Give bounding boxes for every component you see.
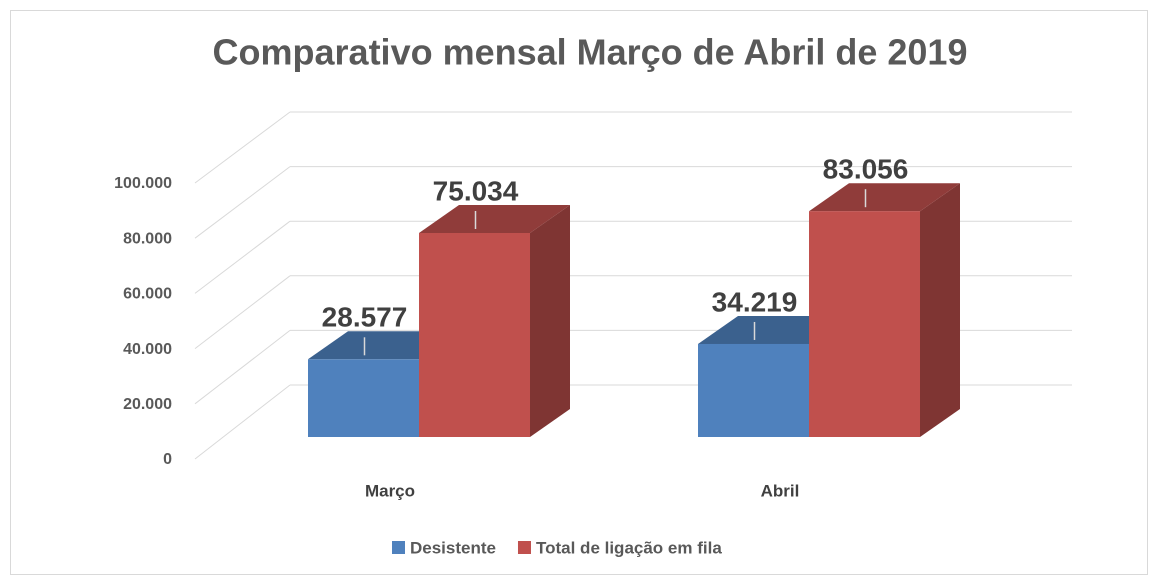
y-tick-label: 80.000 xyxy=(123,230,172,247)
bar-top xyxy=(809,183,960,212)
x-tick-label: Abril xyxy=(761,481,800,500)
chart-title: Comparativo mensal Março de Abril de 201… xyxy=(213,32,968,73)
grid-line xyxy=(194,275,291,349)
bar-side xyxy=(530,205,570,437)
grid-line xyxy=(194,220,291,294)
bar-side xyxy=(920,183,960,437)
x-tick-label: Março xyxy=(365,481,415,500)
value-label: 83.056 xyxy=(823,154,909,185)
y-tick-label: 40.000 xyxy=(123,341,172,358)
y-tick-label: 60.000 xyxy=(123,286,172,303)
legend-label: Total de ligação em fila xyxy=(536,538,722,557)
y-tick-label: 0 xyxy=(163,451,172,468)
bar xyxy=(419,233,530,437)
value-label: 34.219 xyxy=(712,286,798,317)
value-label: 75.034 xyxy=(433,175,519,206)
y-tick-label: 100.000 xyxy=(114,175,172,192)
grid-line xyxy=(194,384,291,460)
legend-label: Desistente xyxy=(410,538,496,557)
value-label: 28.577 xyxy=(322,302,408,333)
bar xyxy=(809,211,920,437)
bar xyxy=(308,359,419,437)
legend-swatch xyxy=(517,541,531,554)
legend-swatch xyxy=(392,541,405,554)
y-tick-label: 20.000 xyxy=(123,396,172,413)
grid-line xyxy=(194,330,291,405)
bar-top xyxy=(419,205,570,233)
grid-line xyxy=(194,166,291,239)
grid-line xyxy=(194,111,291,184)
bar xyxy=(698,343,809,437)
chart-border xyxy=(10,10,1148,575)
